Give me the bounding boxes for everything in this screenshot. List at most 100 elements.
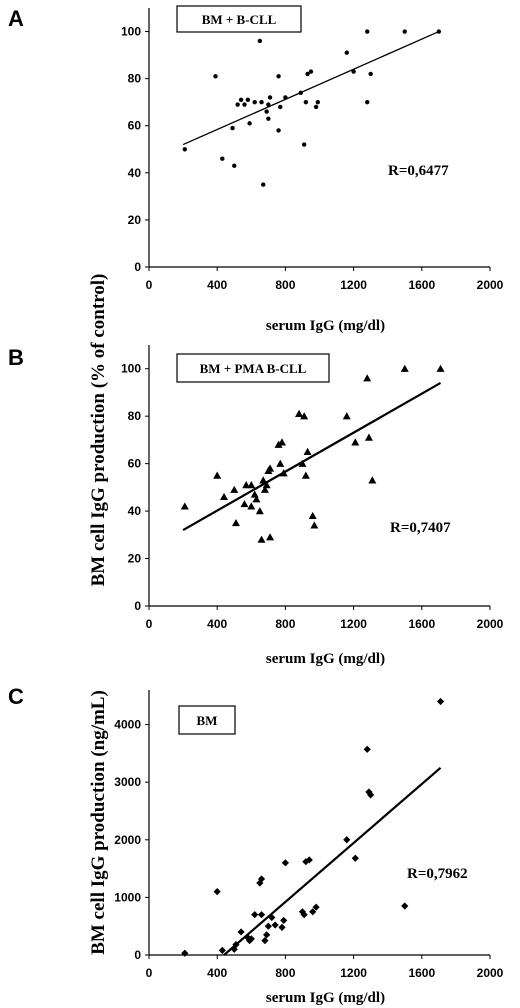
- data-point: [260, 485, 269, 493]
- data-point: [252, 99, 257, 105]
- data-point: [283, 95, 288, 100]
- data-point: [309, 908, 317, 916]
- data-point: [257, 38, 263, 44]
- legend-label: BM + B-CLL: [202, 12, 277, 27]
- data-point: [400, 364, 409, 372]
- legend-box: [176, 5, 302, 33]
- data-point: [182, 147, 188, 152]
- x-tick-label: 400: [207, 966, 227, 980]
- x-tick-label: 1600: [408, 617, 435, 631]
- data-point: [276, 128, 281, 133]
- data-point: [295, 409, 304, 418]
- data-point: [230, 485, 239, 493]
- data-point: [259, 476, 268, 484]
- data-point: [276, 459, 285, 467]
- data-point: [278, 104, 283, 110]
- data-point: [298, 90, 303, 95]
- data-point: [302, 858, 310, 866]
- data-point: [247, 121, 252, 126]
- y-tick-label: 0: [134, 948, 141, 962]
- legend-label: BM + PMA B-CLL: [200, 361, 307, 376]
- data-point: [220, 156, 225, 161]
- data-point: [279, 469, 288, 477]
- data-point: [277, 438, 286, 446]
- x-tick-label: 400: [207, 278, 227, 292]
- x-axis-label: serum IgG (mg/dl): [266, 318, 385, 334]
- data-point: [230, 125, 235, 131]
- correlation-annotation: R=0,6477: [388, 163, 449, 179]
- data-point: [303, 447, 312, 455]
- legend-label: BM: [197, 713, 218, 728]
- x-tick-label: 1600: [408, 966, 435, 980]
- data-point: [305, 856, 313, 864]
- x-tick-label: 0: [146, 278, 153, 292]
- data-point: [278, 923, 286, 931]
- data-point: [231, 518, 240, 527]
- x-axis-label: serum IgG (mg/dl): [266, 651, 385, 667]
- data-point: [401, 902, 409, 910]
- correlation-annotation: R=0,7407: [390, 520, 451, 536]
- y-tick-label: 60: [128, 457, 142, 471]
- x-tick-label: 800: [275, 617, 295, 631]
- data-point: [305, 71, 310, 77]
- data-point: [266, 533, 275, 541]
- x-tick-label: 1600: [408, 278, 435, 292]
- y-tick-label: 80: [128, 409, 142, 423]
- data-point: [276, 74, 281, 79]
- data-point: [308, 69, 314, 74]
- data-point: [232, 941, 240, 949]
- data-point: [255, 507, 264, 515]
- x-tick-label: 800: [275, 966, 295, 980]
- x-tick-label: 2000: [477, 966, 504, 980]
- data-point: [315, 99, 320, 105]
- data-point: [368, 476, 377, 484]
- data-point: [402, 29, 407, 34]
- data-point: [365, 99, 370, 105]
- data-point: [242, 480, 251, 489]
- data-point: [266, 464, 275, 472]
- x-tick-label: 2000: [477, 278, 504, 292]
- data-point: [213, 74, 218, 79]
- data-point: [264, 922, 272, 930]
- x-tick-label: 1200: [340, 278, 367, 292]
- data-point: [298, 459, 307, 467]
- data-point: [264, 109, 269, 114]
- data-point: [247, 480, 256, 489]
- data-point: [308, 511, 317, 520]
- data-point: [300, 412, 309, 420]
- y-tick-label: 2000: [114, 833, 141, 847]
- y-tick-label: 100: [121, 25, 141, 39]
- y-tick-label: 40: [128, 166, 142, 180]
- data-point: [261, 182, 266, 187]
- y-tick-label: 80: [128, 72, 142, 86]
- data-point: [364, 433, 373, 441]
- x-tick-label: 1200: [340, 617, 367, 631]
- data-point: [220, 492, 229, 501]
- y-tick-label: 0: [134, 260, 141, 274]
- panel-letter-c: C: [8, 684, 24, 709]
- correlation-annotation: R=0,7962: [407, 866, 468, 882]
- data-point: [351, 438, 360, 446]
- data-point: [271, 921, 279, 929]
- x-tick-label: 2000: [477, 617, 504, 631]
- data-point: [312, 903, 320, 911]
- panel-b: B 0 400 800 1200 1600 2000 0 20 40 60 80 100 serum Ig…: [8, 345, 504, 667]
- x-tick-label: 400: [207, 617, 227, 631]
- data-point: [342, 412, 351, 420]
- data-point: [363, 745, 371, 753]
- data-point: [313, 104, 319, 110]
- y-tick-label: 100: [121, 362, 141, 376]
- data-point: [180, 502, 189, 510]
- data-point: [368, 71, 373, 77]
- data-point: [436, 29, 442, 34]
- data-point: [351, 69, 356, 74]
- y-tick-label: 20: [128, 213, 142, 227]
- data-point: [240, 499, 249, 508]
- data-point: [257, 911, 266, 919]
- x-axis-label: serum IgG (mg/dl): [266, 990, 385, 1006]
- y-tick-label: 4000: [114, 718, 141, 732]
- data-point: [251, 911, 259, 919]
- data-point: [245, 97, 251, 103]
- data-point: [181, 949, 189, 957]
- data-point: [343, 836, 351, 844]
